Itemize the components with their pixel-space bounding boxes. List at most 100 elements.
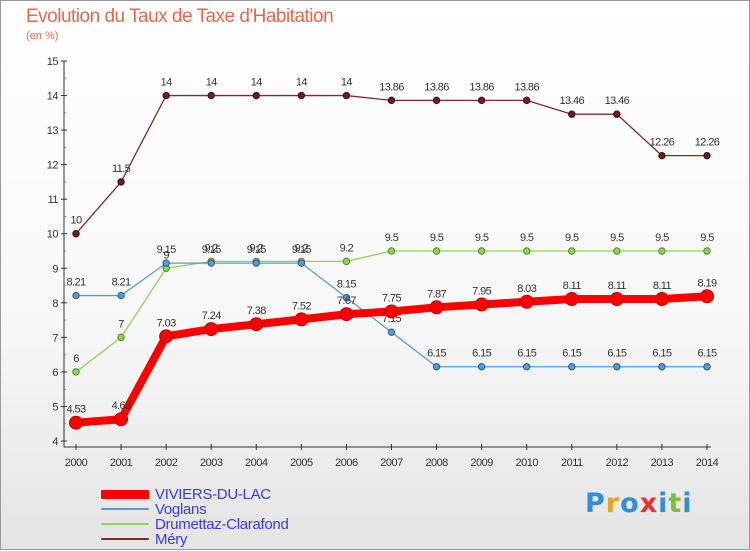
data-point-viviers-du-lac (429, 300, 444, 315)
data-label-voglans: 9.15 (157, 244, 176, 256)
data-label-voglans: 8.21 (66, 277, 85, 289)
y-tick-label: 9 (52, 263, 58, 275)
data-label-viviers-du-lac: 8.19 (697, 277, 716, 289)
data-point-mery (252, 91, 260, 100)
data-label-drumettaz-clarafond: 9 (163, 249, 169, 261)
data-label-voglans: 6.15 (517, 348, 536, 360)
data-point-mery (568, 110, 576, 118)
data-label-mery: 13.86 (514, 81, 539, 93)
y-tick-label: 5 (52, 401, 58, 413)
x-tick-label: 2010 (515, 457, 538, 469)
data-point-voglans (613, 363, 621, 371)
y-tick-label: 10 (47, 229, 59, 241)
x-tick-label: 2006 (335, 457, 358, 469)
data-label-mery: 14 (161, 77, 173, 89)
data-label-drumettaz-clarafond: 7 (118, 318, 124, 330)
data-label-mery: 13.46 (605, 95, 630, 107)
logo-letter: P (585, 488, 606, 519)
logo-letter: o (620, 488, 640, 519)
data-label-voglans: 6.15 (472, 348, 491, 360)
data-label-drumettaz-clarafond: 9.2 (250, 242, 264, 254)
data-label-drumettaz-clarafond: 9.5 (475, 232, 489, 244)
data-point-voglans (72, 291, 80, 300)
data-point-drumettaz-clarafond (703, 247, 711, 255)
x-tick-label: 2000 (65, 457, 88, 469)
data-point-voglans (703, 363, 711, 371)
proxiti-logo: Proxiti (585, 488, 693, 519)
data-point-mery (658, 151, 666, 160)
data-point-drumettaz-clarafond (432, 247, 441, 255)
data-label-drumettaz-clarafond: 9.2 (340, 242, 354, 254)
x-tick-label: 2009 (470, 457, 493, 469)
legend-swatch (101, 523, 149, 525)
data-point-drumettaz-clarafond (342, 257, 351, 266)
data-point-viviers-du-lac (339, 307, 354, 322)
data-label-voglans: 9.15 (202, 244, 221, 256)
data-point-viviers-du-lac (609, 292, 624, 307)
data-point-voglans (477, 363, 486, 371)
data-label-mery: 12.26 (695, 137, 720, 149)
data-label-viviers-du-lac: 4.63 (112, 400, 131, 412)
y-tick-label: 14 (47, 91, 59, 103)
data-label-mery: 14 (251, 77, 263, 89)
data-point-drumettaz-clarafond (568, 247, 576, 255)
data-point-viviers-du-lac (159, 329, 174, 344)
data-point-mery (342, 91, 351, 100)
y-tick-label: 13 (47, 125, 59, 137)
data-point-voglans (432, 363, 441, 371)
data-label-viviers-du-lac: 7.52 (292, 300, 311, 312)
x-tick-label: 2004 (245, 457, 268, 469)
data-point-drumettaz-clarafond (523, 247, 531, 255)
data-label-drumettaz-clarafond: 9.5 (655, 232, 669, 244)
legend-label: VIVIERS-DU-LAC (155, 486, 271, 503)
data-label-voglans: 6.15 (427, 348, 446, 360)
data-point-drumettaz-clarafond (613, 247, 621, 255)
data-label-voglans: 9.15 (247, 244, 266, 256)
data-label-voglans: 9.15 (292, 244, 311, 256)
chart-title: Evolution du Taux de Taxe d'Habitation (26, 6, 334, 27)
logo-letter: i (682, 488, 693, 519)
data-label-viviers-du-lac: 8.11 (563, 280, 582, 292)
data-point-viviers-du-lac (519, 294, 534, 309)
data-label-viviers-du-lac: 7.67 (337, 295, 356, 307)
legend-swatch (101, 538, 149, 540)
x-tick-label: 2014 (696, 457, 719, 469)
data-point-mery (72, 230, 80, 238)
data-point-voglans (568, 363, 576, 371)
data-point-mery (432, 96, 441, 105)
y-axis-unit-label: (en %) (26, 30, 59, 42)
data-label-drumettaz-clarafond: 9.2 (295, 242, 309, 254)
y-tick-label: 11 (48, 194, 59, 206)
data-point-viviers-du-lac (700, 289, 714, 304)
data-label-mery: 12.26 (650, 137, 675, 149)
legend-swatch (101, 508, 149, 510)
data-label-drumettaz-clarafond: 9.5 (565, 232, 579, 244)
data-label-voglans: 8.21 (112, 277, 131, 289)
data-point-drumettaz-clarafond (658, 247, 666, 255)
data-label-viviers-du-lac: 7.95 (472, 286, 491, 298)
data-point-voglans (297, 259, 306, 267)
data-point-mery (613, 110, 621, 118)
y-tick-label: 4 (52, 436, 58, 448)
logo-letter: t (668, 488, 683, 519)
data-label-mery: 14 (206, 77, 218, 89)
data-label-viviers-du-lac: 7.87 (427, 288, 446, 300)
data-label-drumettaz-clarafond: 9.5 (520, 232, 534, 244)
data-point-viviers-du-lac (114, 412, 129, 427)
data-point-drumettaz-clarafond (387, 247, 396, 255)
x-tick-label: 2011 (561, 457, 583, 469)
legend-label: Méry (155, 531, 188, 548)
data-point-viviers-du-lac (384, 304, 399, 319)
x-tick-label: 2001 (110, 457, 133, 469)
data-point-viviers-du-lac (564, 292, 579, 307)
data-label-mery: 13.86 (424, 81, 449, 93)
data-label-mery: 13.46 (560, 95, 585, 107)
data-point-drumettaz-clarafond (72, 368, 80, 376)
data-point-voglans (252, 259, 260, 267)
data-point-viviers-du-lac (69, 415, 83, 430)
logo-letter: x (639, 488, 659, 519)
data-point-voglans (162, 259, 170, 267)
data-point-mery (477, 96, 486, 105)
logo-letter: r (605, 488, 621, 519)
